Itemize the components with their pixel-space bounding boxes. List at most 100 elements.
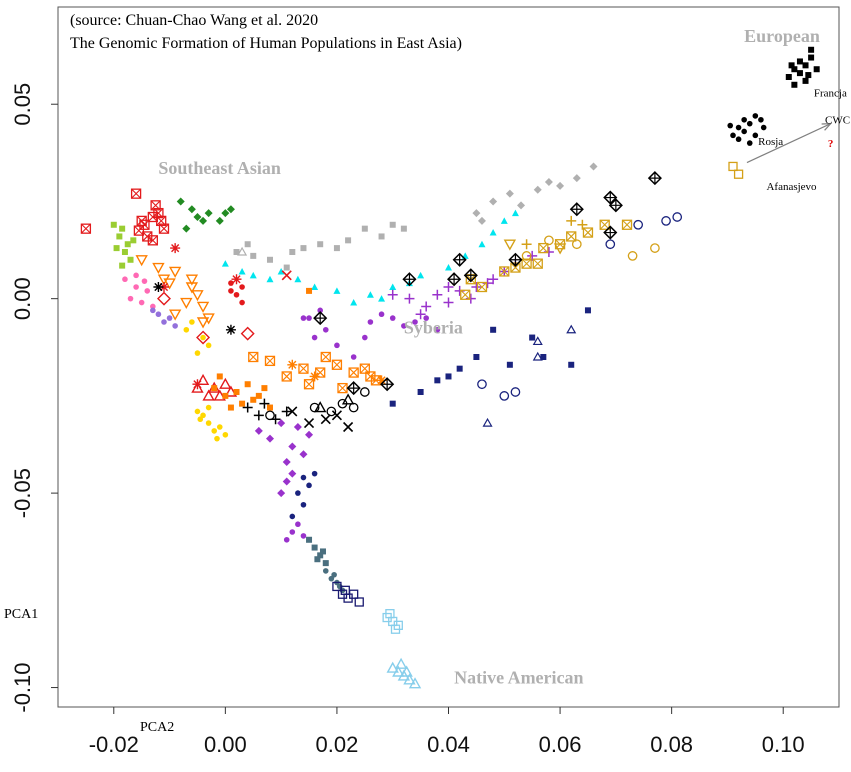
data-series: [157, 291, 255, 345]
data-series: [158, 243, 242, 390]
data-point: [156, 215, 167, 227]
data-point: [194, 350, 201, 356]
data-point: [265, 434, 274, 443]
data-point: [788, 62, 795, 69]
data-point-cross: [332, 359, 342, 370]
data-point: [196, 330, 211, 345]
data-point: [376, 375, 387, 386]
data-point: [556, 181, 565, 190]
data-series: [313, 171, 662, 396]
data-point: [211, 385, 218, 392]
data-point: [385, 609, 395, 619]
data-point: [733, 169, 744, 179]
data-point: [147, 235, 158, 246]
data-series: [183, 319, 212, 356]
data-point-plus: [314, 312, 327, 325]
data-point: [752, 132, 759, 139]
data-series: [389, 307, 591, 407]
data-point: [119, 225, 126, 232]
data-point-plus: [453, 253, 466, 266]
data-point: [478, 240, 486, 248]
data-point: [214, 435, 220, 442]
data-point: [239, 299, 245, 306]
data-point: [650, 243, 660, 253]
data-series: [332, 581, 364, 607]
x-tick-label: 0.00: [204, 732, 247, 757]
data-point: [305, 430, 314, 439]
data-point: [127, 256, 134, 263]
point-annotation: Francja: [814, 87, 847, 99]
data-point: [505, 189, 514, 198]
data-point-cross: [510, 262, 521, 273]
data-point: [182, 224, 191, 233]
data-point: [277, 419, 286, 428]
data-point: [359, 363, 370, 374]
data-point: [161, 319, 167, 325]
data-point: [300, 501, 307, 508]
data-point: [443, 282, 454, 292]
data-point: [281, 406, 292, 417]
data-series: [314, 393, 355, 413]
data-point: [215, 216, 224, 225]
data-point: [752, 113, 759, 119]
data-point-cross: [566, 231, 577, 242]
cwc-arrow-head: [821, 123, 833, 131]
data-point: [758, 116, 764, 123]
data-point: [389, 400, 396, 407]
data-point: [141, 278, 148, 284]
data-point: [228, 280, 234, 286]
data-point: [233, 291, 240, 298]
data-point: [808, 46, 815, 53]
data-point: [213, 389, 226, 401]
data-point: [282, 458, 291, 466]
data-point: [489, 229, 497, 236]
data-point: [403, 673, 416, 685]
data-point: [796, 70, 803, 77]
data-point: [303, 379, 315, 390]
data-point: [472, 209, 481, 218]
data-point: [303, 418, 315, 429]
data-point: [390, 624, 401, 634]
data-point: [244, 241, 251, 248]
data-point: [471, 282, 482, 292]
data-point-cross: [281, 371, 292, 382]
data-point: [354, 597, 364, 607]
data-point: [378, 233, 385, 240]
data-point: [150, 200, 161, 211]
data-series: [306, 287, 313, 294]
data-point: [222, 392, 229, 399]
data-point: [158, 282, 169, 292]
data-point: [331, 410, 342, 421]
data-point-cross: [538, 243, 549, 253]
y-tick-label: -0.10: [10, 662, 35, 712]
data-point: [237, 246, 248, 256]
data-point: [584, 307, 591, 314]
data-point-cross: [265, 356, 275, 366]
data-point: [222, 431, 229, 438]
data-series: [460, 219, 633, 300]
data-point-plus: [570, 203, 583, 216]
data-point: [172, 323, 178, 329]
data-point-cross: [337, 383, 348, 393]
data-point: [293, 423, 302, 431]
data-point: [281, 270, 292, 281]
data-series: [242, 398, 292, 425]
data-series: [727, 113, 767, 146]
data-point: [283, 264, 290, 271]
data-point: [510, 387, 521, 397]
data-point-cross: [315, 367, 326, 378]
data-point: [727, 122, 734, 129]
data-point: [216, 373, 223, 380]
data-point: [152, 262, 165, 274]
data-point: [191, 290, 204, 302]
data-point: [389, 283, 397, 290]
data-point: [741, 128, 747, 135]
data-point: [248, 351, 259, 363]
data-point-cross: [499, 266, 510, 277]
data-point: [421, 301, 432, 312]
data-point: [259, 398, 270, 409]
data-point: [253, 410, 264, 421]
data-point-cross: [304, 379, 314, 390]
data-point: [456, 365, 463, 372]
